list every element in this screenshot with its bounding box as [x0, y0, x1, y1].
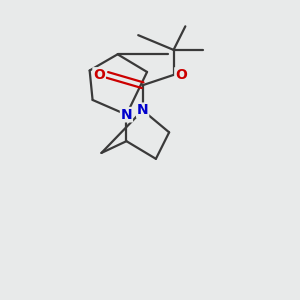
- Text: N: N: [137, 103, 148, 117]
- Text: O: O: [175, 68, 187, 82]
- Text: O: O: [93, 68, 105, 82]
- Text: N: N: [121, 108, 132, 122]
